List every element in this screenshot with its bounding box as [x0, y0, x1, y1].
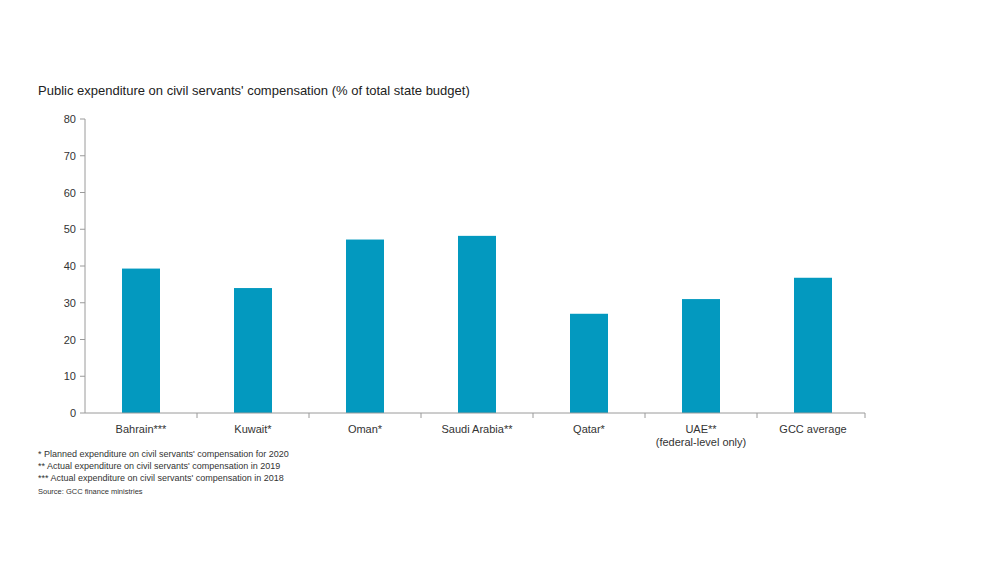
label-line: (federal-level only): [656, 436, 746, 448]
y-tick: [80, 229, 85, 230]
y-tick-label: 40: [64, 260, 76, 272]
chart-svg: Public expenditure on civil servants' co…: [0, 0, 1000, 563]
label-line: UAE**: [685, 423, 717, 435]
source: Source: GCC finance ministries: [38, 487, 143, 496]
label-line: Bahrain***: [116, 423, 167, 435]
chart-container: Public expenditure on civil servants' co…: [0, 0, 1000, 563]
y-tick-label: 60: [64, 187, 76, 199]
bar: [234, 288, 272, 413]
y-tick-label: 0: [70, 407, 76, 419]
x-axis-line: [85, 413, 865, 414]
bar: [570, 314, 608, 413]
bar: [346, 240, 384, 413]
x-separator: [865, 413, 866, 418]
x-separator: [645, 413, 646, 418]
x-tick-label: Oman*: [348, 423, 383, 435]
bar: [794, 278, 832, 413]
x-tick-label: Bahrain***: [116, 423, 167, 435]
x-tick-label: Qatar*: [573, 423, 606, 435]
footnote: ** Actual expenditure on civil servants'…: [38, 461, 280, 471]
footnote: *** Actual expenditure on civil servants…: [38, 473, 284, 483]
y-tick: [80, 266, 85, 267]
x-tick-label: Saudi Arabia**: [442, 423, 514, 435]
label-line: Oman*: [348, 423, 383, 435]
x-separator: [309, 413, 310, 418]
y-tick-label: 70: [64, 150, 76, 162]
y-tick: [80, 376, 85, 377]
y-tick-label: 30: [64, 297, 76, 309]
label-line: Qatar*: [573, 423, 606, 435]
title: Public expenditure on civil servants' co…: [38, 83, 470, 98]
x-separator: [421, 413, 422, 418]
footnote: * Planned expenditure on civil servants'…: [38, 449, 289, 459]
y-tick-label: 20: [64, 334, 76, 346]
x-separator: [197, 413, 198, 418]
x-tick-label: UAE**(federal-level only): [656, 423, 746, 448]
label-line: Saudi Arabia**: [442, 423, 514, 435]
y-tick: [80, 119, 85, 120]
y-tick-label: 80: [64, 113, 76, 125]
bar: [682, 299, 720, 413]
y-tick: [80, 192, 85, 193]
y-tick: [80, 413, 85, 414]
x-separator: [757, 413, 758, 418]
y-tick: [80, 155, 85, 156]
x-tick-label: GCC average: [779, 423, 846, 435]
bar: [458, 236, 496, 413]
y-tick-label: 50: [64, 223, 76, 235]
label-line: Kuwait*: [234, 423, 272, 435]
bars: [122, 236, 832, 413]
x-separator: [533, 413, 534, 418]
bar: [122, 269, 160, 413]
y-tick: [80, 302, 85, 303]
y-tick: [80, 339, 85, 340]
y-tick-label: 10: [64, 370, 76, 382]
label-line: GCC average: [779, 423, 846, 435]
x-tick-label: Kuwait*: [234, 423, 272, 435]
